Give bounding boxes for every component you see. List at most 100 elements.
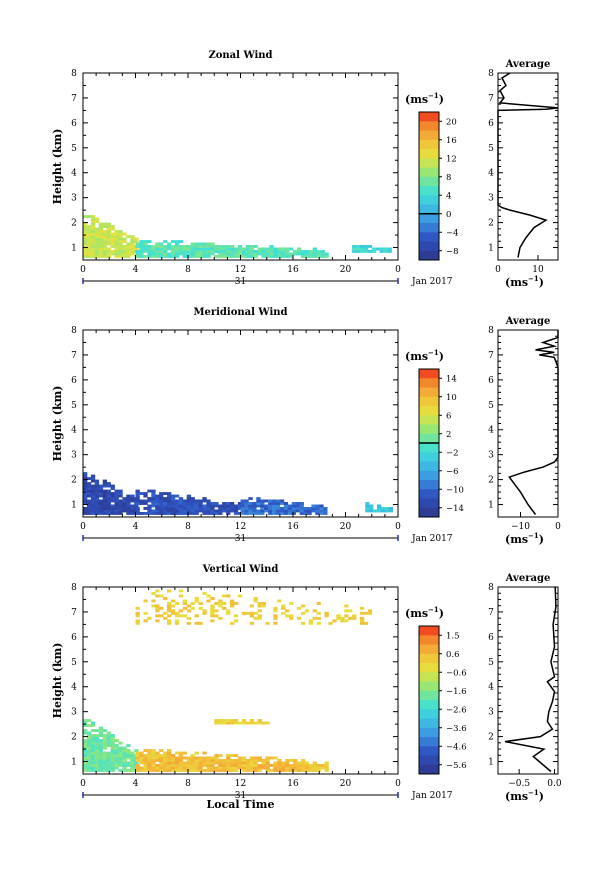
colorbar-tick-label: 10 (446, 393, 457, 403)
heatmap-cell (359, 606, 365, 610)
heatmap-cell (118, 502, 123, 505)
heatmap-cell (206, 245, 211, 248)
heatmap-cell (122, 252, 127, 256)
heatmap-cell (174, 502, 180, 505)
unit-exponent: −1 (428, 348, 439, 357)
heatmap-cell (163, 504, 168, 508)
heatmap-cell (244, 502, 249, 505)
heatmap-cell (110, 509, 115, 513)
colorbar-swatch (419, 626, 439, 636)
heatmap-cell (86, 764, 92, 767)
heatmap-cell (83, 255, 88, 258)
heatmap-cell (90, 235, 96, 238)
heatmap-cell (178, 240, 184, 243)
heatmap-cell (359, 245, 365, 248)
heatmap-cell (295, 509, 300, 513)
heatmap-cell (206, 507, 211, 510)
heatmap-cell (122, 759, 127, 762)
heatmap-cell (143, 499, 148, 503)
heatmap-cell (102, 235, 107, 238)
heatmap-cell (367, 250, 373, 253)
colorbar-tick-label: −4.6 (446, 742, 467, 752)
heatmap-cell (110, 769, 115, 772)
heatmap-cell (102, 247, 107, 251)
heatmap-cell (86, 739, 92, 742)
heatmap-cell (198, 499, 203, 503)
profile-y-tick-label: 5 (488, 401, 494, 411)
heatmap-cell (106, 497, 111, 500)
heatmap-cell (86, 504, 92, 508)
heatmap-cell (167, 759, 172, 762)
heatmap-cell (130, 250, 135, 253)
heatmap-cell (218, 604, 223, 608)
heatmap-cell (182, 602, 187, 605)
heatmap-cell (214, 245, 219, 248)
heatmap-cell (94, 499, 100, 503)
heatmap-cell (118, 746, 123, 750)
x-tick-label: 12 (235, 522, 246, 532)
heatmap-cell (272, 509, 277, 513)
heatmap-cell (257, 759, 262, 762)
heatmap-cell (222, 594, 227, 598)
heatmap-cell (312, 247, 317, 251)
heatmap-cell (155, 756, 160, 760)
heatmap-cell (130, 252, 135, 256)
colorbar-swatch (419, 130, 439, 141)
heatmap-cell (122, 769, 127, 772)
heatmap-cell (98, 507, 104, 510)
heatmap-cell (159, 594, 164, 598)
heatmap-cell (190, 250, 195, 253)
heatmap-cell (134, 240, 139, 243)
heatmap-cell (226, 507, 231, 510)
profile-y-tick-label: 4 (488, 169, 494, 179)
heatmap-cell (230, 719, 235, 722)
heatmap-cell (83, 746, 88, 750)
heatmap-cell (249, 611, 254, 615)
heatmap-cell (163, 499, 168, 503)
heatmap-cell (230, 759, 235, 762)
heatmap-cell (135, 250, 140, 253)
heatmap-cell (90, 492, 96, 495)
heatmap-cell (170, 247, 176, 251)
heatmap-cell (178, 499, 184, 503)
heatmap-cell (110, 235, 115, 238)
heatmap-cell (182, 252, 187, 256)
heatmap-cell (94, 729, 100, 732)
heatmap-cell (320, 764, 325, 767)
heatmap-cell (186, 759, 191, 762)
heatmap-cell (264, 507, 269, 510)
heatmap-cell (312, 766, 317, 770)
heatmap-cell (206, 764, 211, 767)
heatmap-cell (94, 759, 100, 762)
heatmap-cell (102, 482, 107, 485)
heatmap-cell (218, 759, 223, 762)
heatmap-cell (260, 504, 265, 508)
heatmap-cell (198, 602, 203, 605)
heatmap-cell (118, 749, 123, 752)
heatmap-cell (167, 509, 172, 513)
heatmap-cell (194, 499, 199, 503)
heatmap-cell (110, 764, 115, 767)
heatmap-cell (202, 252, 207, 256)
heatmap-cell (130, 240, 135, 243)
heatmap-cell (90, 217, 96, 221)
heatmap-cell (182, 499, 187, 503)
heatmap-cell (98, 225, 104, 228)
heatmap-cell (114, 250, 119, 253)
heatmap-cell (83, 245, 88, 248)
heatmap-cell (260, 507, 265, 510)
heatmap-cell (268, 509, 273, 513)
heatmap-cell (214, 766, 219, 770)
heatmap-cell (379, 250, 384, 253)
heatmap-cell (94, 736, 100, 740)
heatmap-cell (210, 614, 215, 618)
heatmap-cell (253, 611, 258, 615)
heatmap-cell (114, 751, 119, 755)
heatmap-cell (139, 252, 144, 256)
panel-title: Zonal Wind (208, 50, 272, 61)
heatmap-cell (118, 489, 123, 493)
heatmap-cell (94, 741, 100, 745)
heatmap-cell (182, 507, 187, 510)
heatmap-cell (269, 250, 274, 253)
heatmap-cell (304, 766, 310, 770)
